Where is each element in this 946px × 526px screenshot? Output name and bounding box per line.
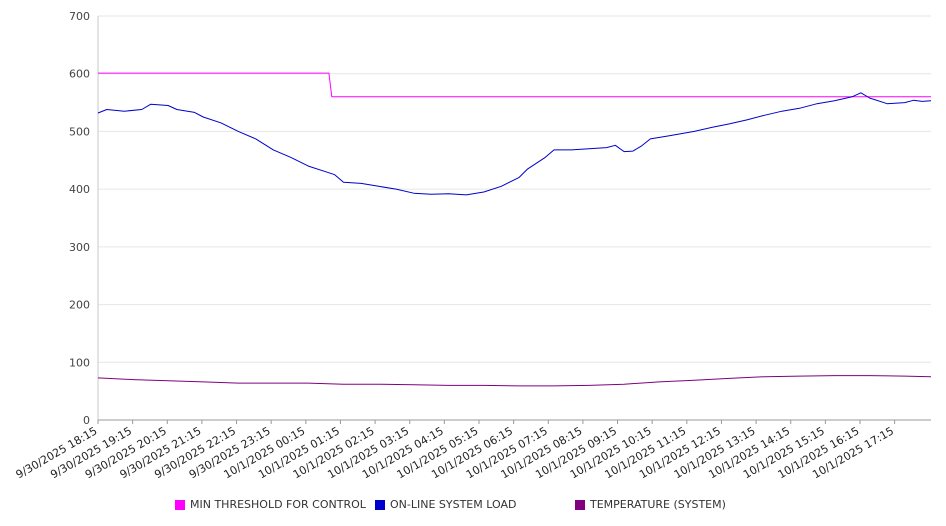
legend-item-temperature[interactable]: TEMPERATURE (SYSTEM) bbox=[575, 498, 726, 511]
y-tick-label-100: 100 bbox=[69, 356, 90, 369]
min-threshold-line bbox=[98, 72, 931, 98]
online-system-load-line bbox=[97, 92, 932, 196]
y-tick-label-500: 500 bbox=[69, 125, 90, 138]
legend-swatch-online-load bbox=[375, 499, 385, 510]
legend-label-min-threshold: MIN THRESHOLD FOR CONTROL bbox=[190, 498, 366, 511]
legend-item-online-load[interactable]: ON-LINE SYSTEM LOAD bbox=[375, 498, 516, 511]
legend: MIN THRESHOLD FOR CONTROL ON-LINE SYSTEM… bbox=[0, 498, 946, 514]
y-tick-label-300: 300 bbox=[69, 241, 90, 254]
legend-swatch-min-threshold bbox=[175, 499, 185, 510]
y-tick-label-0: 0 bbox=[83, 414, 90, 427]
y-tick-label-700: 700 bbox=[69, 10, 90, 23]
gridlines bbox=[98, 15, 931, 363]
legend-item-min-threshold[interactable]: MIN THRESHOLD FOR CONTROL bbox=[175, 498, 366, 511]
legend-label-online-load: ON-LINE SYSTEM LOAD bbox=[390, 498, 517, 511]
legend-swatch-temperature bbox=[575, 499, 585, 510]
y-tick-label-200: 200 bbox=[69, 299, 90, 312]
temperature-line bbox=[97, 375, 932, 387]
y-axis: 0 100 200 300 400 500 600 700 bbox=[69, 10, 99, 427]
y-tick-label-400: 400 bbox=[69, 183, 90, 196]
series-lines bbox=[97, 72, 932, 387]
legend-label-temperature: TEMPERATURE (SYSTEM) bbox=[590, 498, 726, 511]
y-tick-label-600: 600 bbox=[69, 68, 90, 81]
x-axis: 9/30/2025 18:159/30/2025 19:159/30/2025 … bbox=[14, 419, 931, 481]
